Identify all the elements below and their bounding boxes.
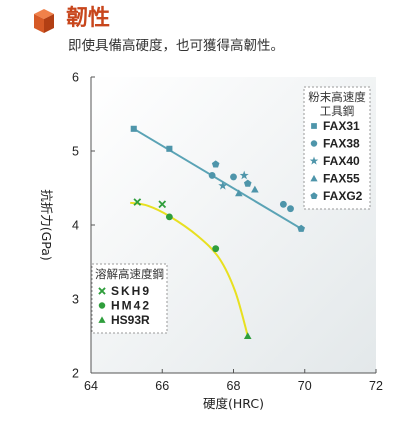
point-hs93r [243, 332, 252, 340]
y-tick-label: 5 [72, 145, 79, 159]
point-fax55 [235, 189, 243, 197]
page-subtitle: 即使具備高硬度，也可獲得高韌性。 [68, 38, 284, 54]
legend-label-faxg2: FAXG2 [323, 189, 363, 203]
legend-label-fax31: FAX31 [323, 119, 360, 133]
x-axis-label: 硬度(HRC) [203, 396, 264, 411]
y-tick-label: 6 [72, 71, 79, 85]
point-faxg2 [297, 224, 305, 232]
legend-marker-fax38 [310, 140, 318, 147]
legend-marker-hs93r [98, 316, 106, 323]
x-tick-label: 66 [155, 379, 169, 393]
point-fax31 [130, 125, 137, 132]
legend-title: 工具鋼 [320, 104, 355, 118]
x-tick-label: 72 [369, 379, 383, 393]
y-tick-label: 3 [72, 293, 79, 307]
point-faxg2 [211, 160, 220, 168]
y-axis-label: 抗折力(GPa) [39, 189, 54, 261]
legend-label-hs93r: HS93R [111, 313, 150, 327]
trend-lines [130, 127, 302, 337]
point-fax38 [230, 173, 237, 181]
axes: 64 66 68 70 72 2 3 4 5 6 抗折力(GPa) [39, 71, 383, 394]
point-fax38 [208, 172, 216, 179]
point-skh9 [158, 200, 167, 209]
point-hm42 [212, 245, 220, 253]
point-fax38 [287, 205, 294, 213]
point-fax55 [251, 185, 259, 193]
point-fax38 [279, 200, 287, 208]
legend-label-skh9: SKH9 [111, 284, 151, 298]
point-skh9 [133, 198, 142, 206]
x-tick-label: 68 [227, 379, 241, 393]
legend-marker-faxg2 [310, 192, 318, 200]
melted-trend-line [130, 201, 249, 337]
legend-box-1 [303, 86, 371, 210]
legend-marker-hm42 [98, 302, 106, 309]
data-points [130, 125, 305, 340]
legend-marker-fax31 [311, 123, 317, 129]
legend-label-fax38: FAX38 [323, 137, 360, 151]
legend-marker-skh9 [98, 287, 106, 295]
x-tick-label: 70 [298, 379, 312, 393]
legend-title: 溶解高速度鋼 [95, 267, 164, 281]
legend-label-hm42: HM42 [111, 299, 151, 313]
page-title: 韌性 [66, 6, 111, 31]
legend-marker-fax40 [309, 156, 319, 165]
y-tick-label: 4 [72, 219, 79, 233]
point-fax40 [239, 170, 249, 180]
x-tick-label: 64 [84, 379, 98, 393]
y-tick-label: 2 [72, 367, 79, 381]
legend-marker-fax55 [310, 174, 318, 182]
legend-title: 粉末高速度 [308, 90, 366, 104]
point-hm42 [165, 213, 173, 221]
legend-label-fax55: FAX55 [323, 172, 360, 186]
point-faxg2 [243, 179, 252, 187]
point-fax40 [218, 181, 228, 190]
page-header: 韌性 即使具備高硬度，也可獲得高韌性。 [0, 0, 400, 60]
legend-label-fax40: FAX40 [323, 154, 360, 168]
powder-trend-line [133, 127, 302, 230]
orange-cube-icon [34, 9, 54, 33]
point-fax31 [166, 145, 173, 152]
